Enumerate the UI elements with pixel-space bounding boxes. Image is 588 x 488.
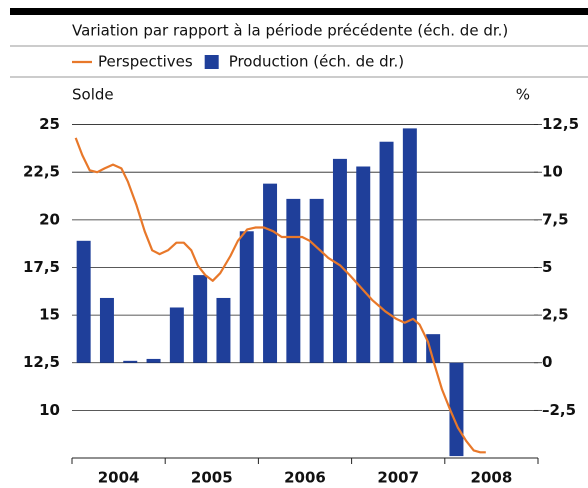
bar: [216, 297, 231, 363]
header-bar: [10, 8, 588, 15]
line: [74, 137, 486, 454]
bar: [356, 166, 371, 363]
y2-tick-label: 10: [542, 163, 563, 181]
y-tick-label: 25: [39, 115, 60, 133]
y-axis-label: Solde: [72, 86, 114, 104]
legend-label: Perspectives: [98, 53, 193, 71]
y-tick-label: 22,5: [23, 163, 60, 181]
y2-tick-label: –2,5: [542, 401, 576, 419]
y-tick-label: 17,5: [23, 258, 60, 276]
bar: [169, 307, 184, 363]
bar: [193, 275, 208, 363]
bar: [76, 240, 91, 363]
y2-tick-label: 7,5: [542, 210, 569, 228]
y2-axis-label: %: [516, 86, 530, 104]
y2-tick-label: 12,5: [542, 115, 579, 133]
chart-title: Variation par rapport à la période précé…: [72, 22, 508, 40]
y2-tick-label: 0: [542, 353, 552, 371]
y-tick-label: 12,5: [23, 353, 60, 371]
y2-tick-label: 2,5: [542, 306, 569, 324]
bar: [449, 362, 464, 457]
x-tick-label: 2007: [377, 469, 419, 487]
x-tick-label: 2006: [284, 469, 326, 487]
y-tick-label: 10: [39, 401, 60, 419]
y2-tick-label: 5: [542, 258, 552, 276]
legend: Perspectives Production (éch. de dr.): [72, 53, 404, 71]
bar: [286, 198, 301, 363]
bar: [379, 141, 394, 363]
bar: [309, 198, 324, 363]
y-tick-label: 15: [39, 306, 60, 324]
bar: [146, 358, 161, 363]
bar: [123, 360, 138, 363]
y-tick-label: 20: [39, 210, 60, 228]
bar: [99, 297, 114, 363]
bar: [426, 334, 441, 363]
legend-label: Production (éch. de dr.): [229, 53, 404, 71]
x-tick-label: 2004: [98, 469, 140, 487]
bar: [239, 231, 254, 363]
x-tick-label: 2008: [471, 469, 513, 487]
legend-swatch: [204, 55, 219, 69]
bar: [332, 158, 347, 363]
bar: [402, 128, 417, 363]
bar: [263, 183, 278, 363]
x-tick-label: 2005: [191, 469, 233, 487]
